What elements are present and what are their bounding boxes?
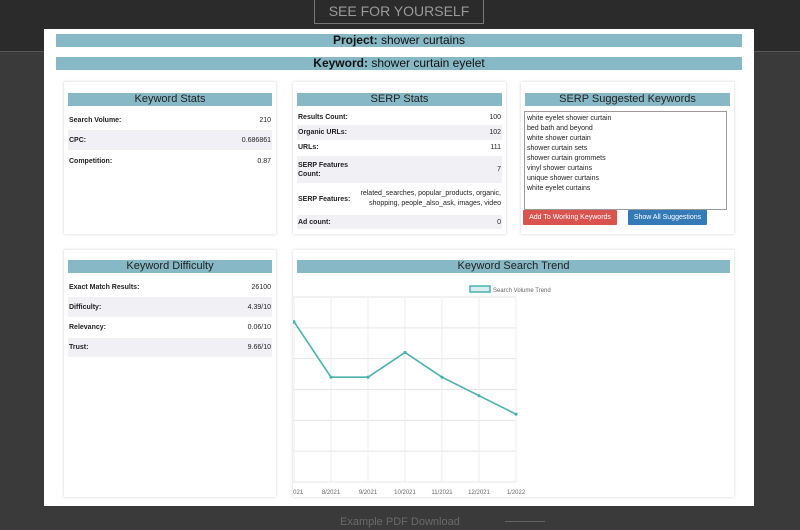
stat-label: Competition: [69, 157, 113, 165]
stat-value: 9.66/10 [247, 344, 271, 351]
keyword-banner: Keyword: shower curtain eyelet [56, 57, 742, 70]
keyword-difficulty-card: Keyword Difficulty Exact Match Results: … [64, 250, 276, 497]
report-modal: Project: shower curtains Keyword: shower… [44, 29, 754, 506]
add-to-working-keywords-button[interactable]: Add To Working Keywords [523, 210, 617, 225]
stat-row: CPC: 0.686861 [68, 130, 272, 150]
stat-row: Exact Match Results: 26100 [68, 279, 272, 295]
x-tick-label: 1/2022 [507, 490, 526, 496]
stat-row: Trust: 9.66/10 [68, 338, 272, 357]
stat-value: 26100 [251, 283, 271, 291]
stat-value: 210 [259, 116, 271, 124]
list-item: shower curtain grommets [527, 155, 606, 162]
stat-value: 0.686861 [241, 136, 271, 144]
stat-value: 4.39/10 [247, 303, 271, 311]
stat-value: 100 [489, 114, 501, 121]
stat-label: Ad count: [298, 218, 331, 226]
data-point [366, 375, 370, 379]
x-tick-label: 12/2021 [468, 490, 490, 496]
x-tick-label: 11/2021 [431, 490, 453, 496]
stat-row: SERP Features Count: 7 [297, 156, 502, 183]
stat-label: URLs: [298, 144, 319, 151]
stat-row: Search Volume: 210 [68, 113, 272, 127]
stat-label: Organic URLs: [298, 129, 348, 136]
x-tick-label: 7/2021 [293, 490, 304, 496]
list-item: bed bath and beyond [527, 125, 593, 132]
keyword-difficulty-title: Keyword Difficulty [68, 260, 272, 273]
stat-value: 0.87 [257, 157, 271, 165]
list-item: vinyl shower curtains [527, 165, 592, 172]
project-banner: Project: shower curtains [56, 34, 742, 47]
data-point [329, 375, 333, 379]
stat-label: CPC: [69, 136, 87, 144]
trend-chart: 0501001502002503002/20213/20214/20215/20… [293, 285, 551, 496]
keyword-stats-card: Keyword Stats Search Volume: 210 CPC: 0.… [64, 82, 276, 234]
stat-label: Difficulty: [69, 303, 102, 311]
stat-row: Results Count: 100 [297, 111, 502, 124]
list-item: white shower curtain [527, 135, 591, 142]
list-item: white eyelet shower curtain [527, 115, 612, 122]
example-pdf-download-link[interactable]: Example PDF Download [340, 516, 460, 528]
stat-label: SERP Features Count: [298, 161, 349, 178]
list-item: unique shower curtains [527, 175, 599, 182]
see-for-yourself-button[interactable]: SEE FOR YOURSELF [314, 0, 484, 24]
x-tick-label: 8/2021 [322, 490, 341, 496]
stat-row: Competition: 0.87 [68, 152, 272, 170]
stat-label: Exact Match Results: [69, 283, 140, 291]
series-line [293, 320, 517, 415]
data-point [293, 320, 296, 324]
stat-label: Relevancy: [69, 323, 106, 331]
x-tick-label: 10/2021 [394, 490, 416, 496]
data-point [514, 412, 518, 416]
keyword-stats-title: Keyword Stats [68, 93, 272, 106]
stat-label: Results Count: [298, 114, 348, 121]
legend-swatch [469, 285, 491, 293]
stat-row: Relevancy: 0.06/10 [68, 318, 272, 336]
serp-stats-title: SERP Stats [297, 93, 502, 106]
stat-value: 111 [490, 144, 501, 151]
stat-label: Trust: [69, 344, 89, 351]
show-all-suggestions-button[interactable]: Show All Suggestions [628, 210, 707, 225]
project-label: Project: [332, 33, 378, 47]
list-item: shower curtain sets [527, 145, 588, 152]
project-value: shower curtains [380, 33, 466, 47]
keyword-search-trend-card: Keyword Search Trend 0501001502002503002… [293, 250, 734, 497]
stat-value: 7 [497, 166, 501, 173]
stat-row: Difficulty: 4.39/10 [68, 297, 272, 317]
keyword-label: Keyword: [313, 56, 368, 70]
x-tick-label: 9/2021 [359, 490, 378, 496]
stat-label: Search Volume: [69, 116, 122, 124]
stat-value: 102 [489, 129, 501, 136]
list-item: white eyelet curtains [527, 185, 591, 192]
stat-label: SERP Features: [298, 195, 351, 203]
serp-stats-card: SERP Stats Results Count: 100 Organic UR… [293, 82, 506, 234]
data-point [403, 350, 407, 355]
keyword-value: shower curtain eyelet [371, 56, 485, 70]
suggested-keywords-textarea[interactable]: white eyelet shower curtain bed bath and… [524, 111, 727, 210]
serp-suggested-card: SERP Suggested Keywords white eyelet sho… [521, 82, 734, 234]
stat-row: Organic URLs: 102 [297, 125, 502, 140]
stat-value: 0 [497, 218, 501, 226]
data-point [440, 375, 444, 379]
stat-value: 0.06/10 [247, 323, 271, 331]
background-divider [505, 521, 545, 522]
keyword-search-trend-title: Keyword Search Trend [297, 260, 730, 273]
stat-row: SERP Features: related_searches, popular… [297, 184, 502, 214]
serp-suggested-title: SERP Suggested Keywords [525, 93, 730, 106]
stat-value: related_searches, popular_products, orga… [360, 190, 501, 207]
data-point [477, 394, 481, 398]
legend-label: Search Volume Trend [493, 288, 551, 294]
stat-row: URLs: 111 [297, 140, 502, 155]
stat-row: Ad count: 0 [297, 215, 502, 229]
